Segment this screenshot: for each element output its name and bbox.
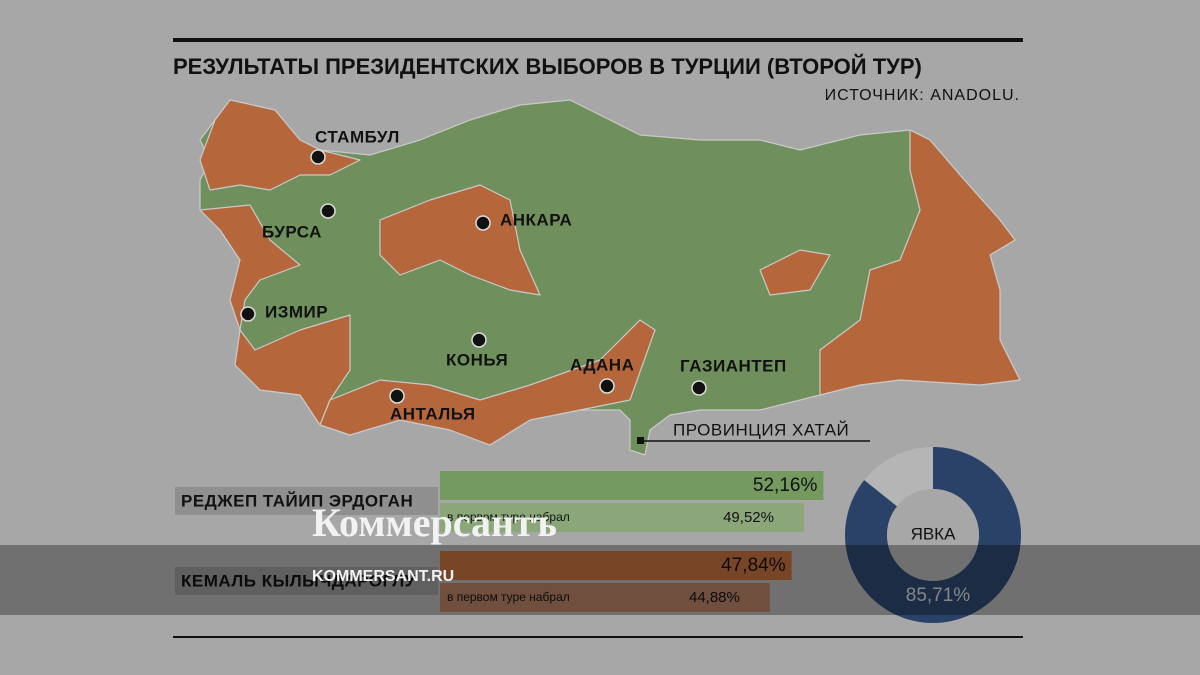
candidate-name: КЕМАЛЬ КЫЛЫЧДАРОГЛУ	[181, 571, 416, 590]
region	[199, 99, 361, 191]
city-dot	[240, 306, 256, 322]
result-label: 52,16%	[753, 475, 818, 496]
first-round-label: 49,52%	[723, 509, 774, 526]
city-dot	[471, 332, 487, 348]
result-label: 47,84%	[721, 555, 786, 576]
city-dot	[320, 203, 336, 219]
turnout-value: 85,71%	[906, 585, 971, 606]
watermark-site: KOMMERSANT.RU	[312, 568, 454, 585]
region	[319, 319, 656, 446]
watermark-band	[0, 545, 1200, 615]
city-label: КОНЬЯ	[446, 350, 508, 369]
candidate-name: РЕДЖЕП ТАЙИП ЭРДОГАН	[181, 491, 413, 510]
city-dot	[599, 378, 615, 394]
first-round-bar	[440, 583, 770, 612]
city-label: СТАМБУЛ	[315, 127, 400, 146]
turnout-rest	[864, 447, 933, 507]
city-dot	[475, 215, 491, 231]
first-round-bar	[440, 503, 804, 532]
hatay-marker	[637, 437, 644, 444]
city-label: ГАЗИАНТЕП	[680, 356, 787, 375]
source: ИСТОЧНИК: ANADOLU.	[825, 87, 1020, 104]
watermark-brand: Коммерсантъ	[312, 500, 557, 545]
city-dot	[389, 388, 405, 404]
hatay-label: ПРОВИНЦИЯ ХАТАЙ	[673, 420, 849, 439]
city-label: БУРСА	[262, 222, 322, 241]
candidate-box	[175, 487, 438, 515]
turnout-label: ЯВКА	[911, 524, 957, 543]
city-label: АНКАРА	[500, 210, 572, 229]
first-round-note: в первом туре набрал	[447, 510, 570, 524]
turnout-arc	[845, 447, 1022, 624]
first-round-label: 44,88%	[689, 589, 740, 606]
region	[759, 249, 831, 296]
candidate-box	[175, 567, 438, 595]
city-label: АДАНА	[570, 355, 634, 374]
city-label: ИЗМИР	[265, 302, 328, 321]
map	[199, 99, 1021, 456]
city-label: АНТАЛЬЯ	[390, 404, 476, 423]
city-dot	[691, 380, 707, 396]
region	[199, 204, 351, 426]
title: РЕЗУЛЬТАТЫ ПРЕЗИДЕНТСКИХ ВЫБОРОВ В ТУРЦИ…	[173, 54, 922, 79]
city-dot	[310, 149, 326, 165]
first-round-note: в первом туре набрал	[447, 590, 570, 604]
donut-hole	[887, 489, 979, 581]
result-bar	[440, 551, 792, 580]
region	[819, 129, 1021, 396]
result-bar	[440, 471, 824, 500]
region	[379, 184, 541, 296]
